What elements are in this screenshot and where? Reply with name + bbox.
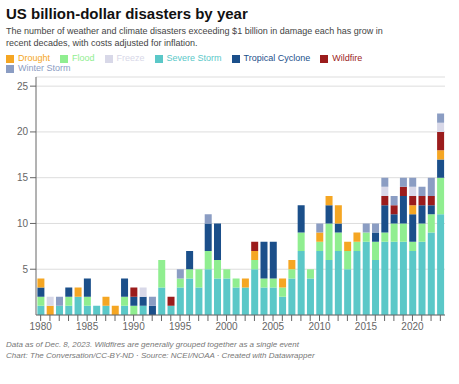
svg-text:20: 20 — [17, 126, 29, 137]
svg-text:10: 10 — [17, 218, 29, 229]
svg-text:1990: 1990 — [122, 321, 145, 332]
svg-text:1980: 1980 — [30, 321, 53, 332]
svg-text:5: 5 — [22, 264, 28, 275]
html-text:Wildfire: Wildfire — [332, 53, 363, 63]
html-text:Chart: The Conversation/CC-BY-: Chart: The Conversation/CC-BY-ND · Sourc… — [6, 351, 315, 360]
svg-text:15: 15 — [17, 172, 29, 183]
html-text:US billion-dollar disasters by: US billion-dollar disasters by year — [6, 5, 248, 22]
svg-text:1995: 1995 — [169, 321, 192, 332]
svg-text:2015: 2015 — [355, 321, 378, 332]
html-text:Severe Storm: Severe Storm — [166, 53, 222, 63]
svg-text:2005: 2005 — [262, 321, 285, 332]
html-text:Flood: Flood — [72, 53, 95, 63]
svg-text:2000: 2000 — [215, 321, 238, 332]
html-text:Tropical Cyclone: Tropical Cyclone — [243, 53, 311, 63]
html-text:Data as of Dec. 8, 2023. Wildf: Data as of Dec. 8, 2023. Wildfires are g… — [6, 340, 299, 349]
html-text:Drought: Drought — [18, 53, 50, 63]
svg-text:2010: 2010 — [308, 321, 331, 332]
html-text:Winter Storm: Winter Storm — [18, 63, 71, 73]
html-text:recent decades, with costs adj: recent decades, with costs adjusted for … — [6, 38, 198, 48]
svg-text:1985: 1985 — [76, 321, 99, 332]
svg-text:2020: 2020 — [401, 321, 424, 332]
html-text:Freeze: Freeze — [116, 53, 145, 63]
html-text:The number of weather and clim: The number of weather and climate disast… — [6, 26, 383, 36]
svg-text:25: 25 — [17, 81, 29, 92]
